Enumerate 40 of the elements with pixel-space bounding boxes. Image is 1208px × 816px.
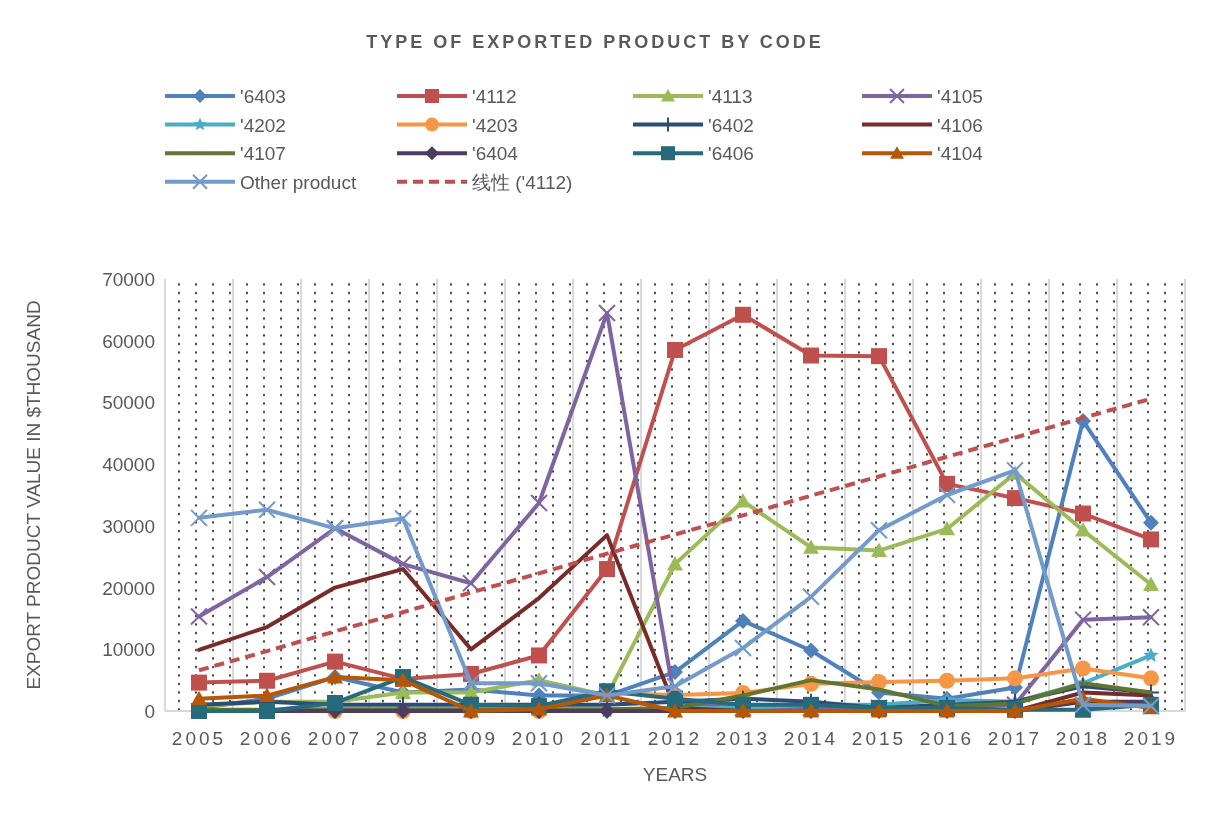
x-tick-label: 2005 (171, 728, 227, 749)
legend-label: '4202 (240, 114, 286, 136)
y-axis-title: EXPORT PRODUCT VALUE IN $THOUSAND (23, 300, 44, 690)
legend-label: '4112 (472, 86, 517, 107)
x-tick-label: 2012 (647, 728, 703, 749)
y-tick-label: 60000 (102, 330, 155, 352)
legend-label: '6402 (708, 114, 754, 136)
x-tick-label: 2011 (580, 728, 634, 749)
x-tick-label: 2015 (851, 728, 907, 749)
chart-title: TYPE OF EXPORTED PRODUCT BY CODE (366, 32, 824, 52)
y-tick-label: 70000 (102, 269, 155, 290)
x-tick-label: 2010 (511, 728, 567, 749)
x-tick-label: 2016 (919, 728, 975, 749)
legend-label: '4104 (937, 143, 984, 165)
x-tick-label: 2019 (1123, 728, 1179, 749)
legend-label: '4203 (472, 114, 518, 136)
y-tick-label: 0 (144, 701, 155, 722)
legend-label: '6404 (472, 143, 519, 165)
x-tick-label: 2006 (239, 728, 295, 749)
x-tick-label: 2009 (443, 728, 499, 749)
legend-label: '4105 (937, 86, 983, 107)
legend-label: Other product (240, 171, 357, 193)
x-tick-label: 2013 (715, 728, 771, 749)
y-tick-label: 20000 (102, 577, 155, 599)
x-tick-label: 2018 (1055, 728, 1111, 749)
x-tick-label: 2017 (987, 728, 1043, 749)
x-tick-label: 2007 (307, 728, 363, 749)
x-tick-label: 2014 (783, 728, 839, 749)
x-tick-label: 2008 (375, 728, 431, 749)
y-tick-label: 40000 (102, 454, 155, 476)
y-tick-label: 30000 (102, 515, 155, 537)
legend-label: 线性 ('4112) (472, 171, 573, 193)
legend-label: '4107 (240, 143, 286, 165)
legend-label: '4106 (937, 114, 983, 136)
x-axis-title: YEARS (642, 764, 708, 785)
y-tick-label: 50000 (102, 392, 155, 414)
y-tick-label: 10000 (102, 639, 155, 661)
legend-label: '6406 (708, 143, 754, 165)
legend-label: '6403 (240, 86, 286, 107)
legend-label: '4113 (708, 86, 753, 107)
